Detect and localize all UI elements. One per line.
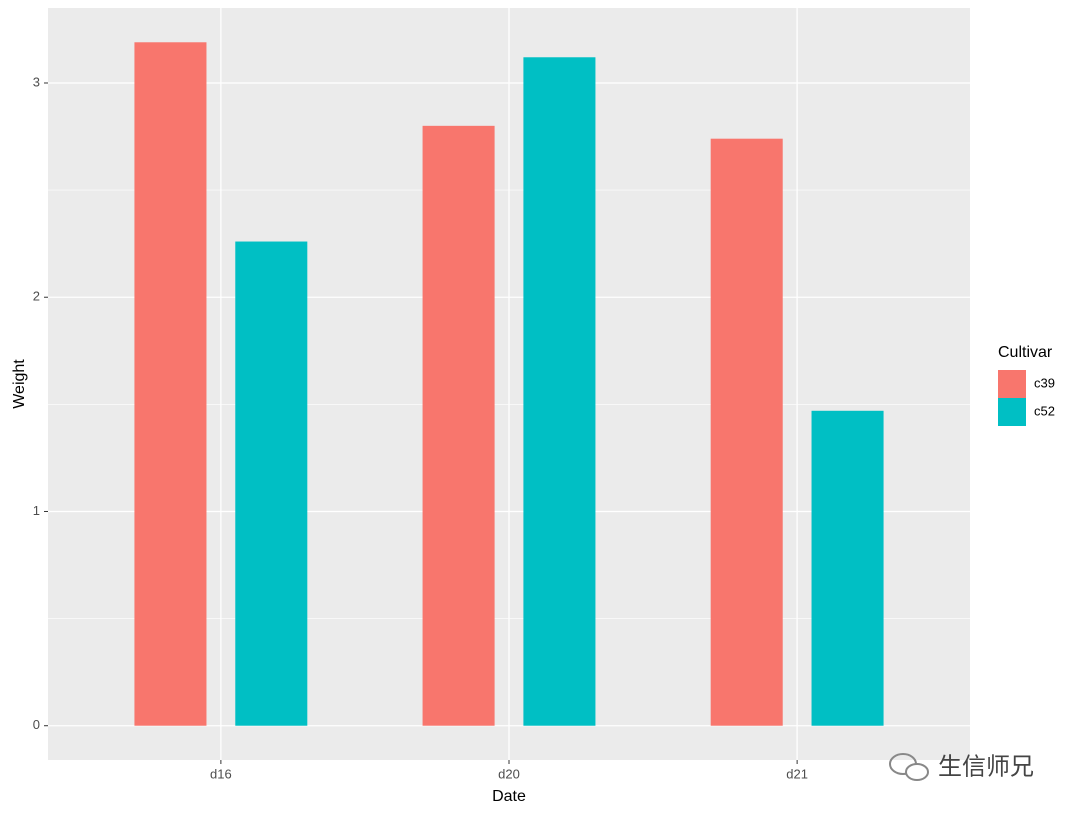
legend-key bbox=[998, 370, 1026, 398]
x-tick-label: d21 bbox=[786, 766, 808, 781]
legend-title: Cultivar bbox=[998, 344, 1053, 361]
y-axis-title: Weight bbox=[11, 359, 28, 409]
y-tick-label: 1 bbox=[33, 503, 40, 518]
legend-label: c52 bbox=[1034, 403, 1055, 418]
y-tick-label: 3 bbox=[33, 74, 40, 89]
x-axis-title: Date bbox=[492, 788, 526, 805]
legend-label: c39 bbox=[1034, 375, 1055, 390]
bar bbox=[523, 57, 596, 726]
x-tick-label: d20 bbox=[498, 766, 520, 781]
bar bbox=[422, 125, 495, 726]
x-tick-label: d16 bbox=[210, 766, 232, 781]
y-tick-label: 0 bbox=[33, 717, 40, 732]
bar bbox=[235, 241, 308, 726]
bar bbox=[710, 138, 783, 726]
y-tick-label: 2 bbox=[33, 289, 40, 304]
bar bbox=[811, 410, 884, 726]
watermark-icon bbox=[889, 753, 929, 781]
watermark: 生信师兄 bbox=[938, 753, 1034, 780]
bar bbox=[134, 42, 207, 726]
legend-key bbox=[998, 398, 1026, 426]
